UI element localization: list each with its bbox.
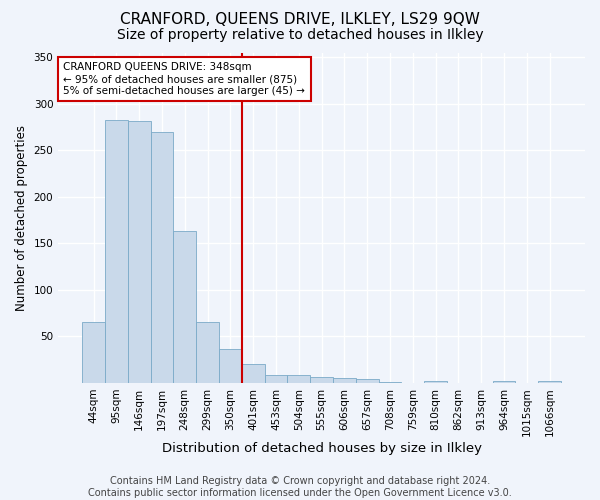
Bar <box>105 120 128 383</box>
Bar <box>310 378 333 383</box>
Bar <box>128 122 151 383</box>
Bar <box>242 364 265 383</box>
Text: Contains HM Land Registry data © Crown copyright and database right 2024.
Contai: Contains HM Land Registry data © Crown c… <box>88 476 512 498</box>
Y-axis label: Number of detached properties: Number of detached properties <box>15 124 28 310</box>
Bar <box>379 382 401 383</box>
Text: Size of property relative to detached houses in Ilkley: Size of property relative to detached ho… <box>116 28 484 42</box>
Bar <box>287 374 310 383</box>
Bar <box>196 322 219 383</box>
Text: CRANFORD, QUEENS DRIVE, ILKLEY, LS29 9QW: CRANFORD, QUEENS DRIVE, ILKLEY, LS29 9QW <box>120 12 480 28</box>
Bar <box>538 381 561 383</box>
Bar <box>356 379 379 383</box>
Bar <box>493 381 515 383</box>
Bar <box>151 132 173 383</box>
X-axis label: Distribution of detached houses by size in Ilkley: Distribution of detached houses by size … <box>161 442 482 455</box>
Bar <box>333 378 356 383</box>
Text: CRANFORD QUEENS DRIVE: 348sqm
← 95% of detached houses are smaller (875)
5% of s: CRANFORD QUEENS DRIVE: 348sqm ← 95% of d… <box>64 62 305 96</box>
Bar <box>219 348 242 383</box>
Bar <box>173 231 196 383</box>
Bar <box>424 381 447 383</box>
Bar <box>82 322 105 383</box>
Bar <box>265 374 287 383</box>
